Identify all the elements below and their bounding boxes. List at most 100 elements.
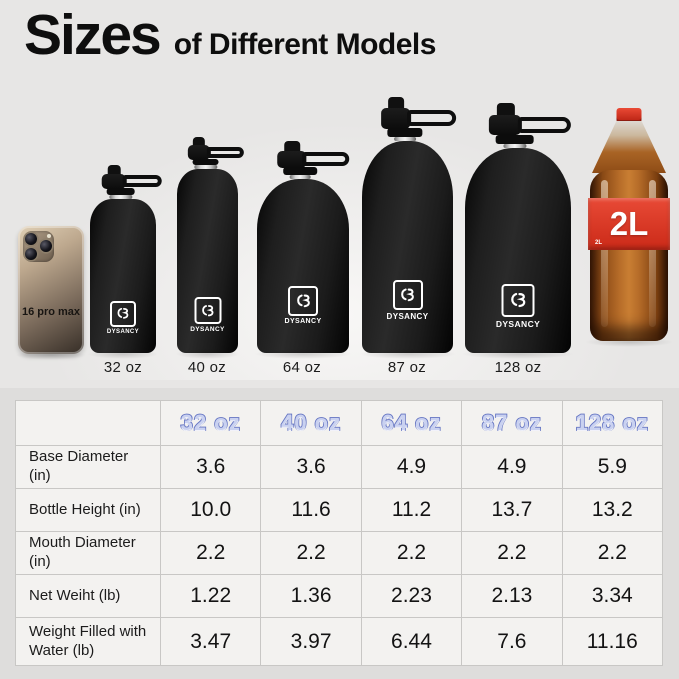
cola-shadow bbox=[584, 337, 674, 347]
camera-lens-icon bbox=[25, 233, 37, 245]
column-header-64oz: 64 oz bbox=[361, 401, 462, 445]
cap-spout bbox=[277, 150, 306, 169]
size-caption-87oz: 87 oz bbox=[387, 359, 427, 376]
brand-logo: DYSANCY bbox=[278, 286, 328, 325]
page-title: Sizes of Different Models bbox=[24, 2, 436, 68]
brand-name: DYSANCY bbox=[386, 312, 429, 321]
table-value: 3.6 bbox=[161, 446, 261, 488]
table-value: 2.2 bbox=[462, 532, 562, 574]
brand-logo: DYSANCY bbox=[383, 280, 433, 321]
cola-body bbox=[590, 170, 668, 341]
bottle-body: DYSANCY bbox=[257, 179, 349, 353]
bottle-body: DYSANCY bbox=[362, 141, 453, 353]
table-value: 10.0 bbox=[161, 489, 261, 531]
phone-shadow bbox=[15, 350, 87, 360]
steel-ring bbox=[109, 195, 133, 199]
bottle-body: DYSANCY bbox=[90, 199, 156, 353]
table-value: 13.2 bbox=[562, 489, 662, 531]
brand-logo-icon bbox=[288, 286, 318, 316]
cap-collar bbox=[192, 158, 219, 165]
table-corner-cell bbox=[16, 401, 160, 445]
title-main-word: Sizes bbox=[24, 3, 162, 67]
table-value: 11.6 bbox=[261, 489, 361, 531]
cap-knob bbox=[193, 137, 206, 148]
row-label-net-weight: Net Weiht (lb) bbox=[16, 575, 160, 617]
steel-ring bbox=[393, 137, 416, 141]
cap-spout bbox=[101, 173, 126, 190]
cap-spout bbox=[488, 114, 522, 136]
steel-ring bbox=[289, 175, 311, 179]
column-header-32oz: 32 oz bbox=[161, 401, 261, 445]
bottle-87oz: DYSANCY bbox=[358, 97, 457, 359]
table-value: 2.2 bbox=[261, 532, 361, 574]
brand-name: DYSANCY bbox=[284, 318, 322, 325]
brand-name: DYSANCY bbox=[190, 326, 225, 333]
phone-model-label: 16 pro max bbox=[21, 306, 81, 318]
table-value: 5.9 bbox=[562, 446, 662, 488]
cola-cap bbox=[616, 108, 642, 123]
table-value: 2.2 bbox=[562, 532, 662, 574]
row-label-filled-weight: Weight Filled with Water (lb) bbox=[16, 618, 160, 665]
bottle-32oz: DYSANCY bbox=[87, 165, 162, 359]
table-value: 6.44 bbox=[361, 618, 462, 665]
table-value: 1.36 bbox=[261, 575, 361, 617]
title-subtitle: of Different Models bbox=[173, 28, 437, 61]
size-caption-40oz: 40 oz bbox=[187, 359, 227, 376]
cap-collar bbox=[106, 188, 135, 195]
bottle-body: DYSANCY bbox=[177, 169, 238, 353]
column-header-128oz: 128 oz bbox=[562, 401, 662, 445]
cola-highlight bbox=[600, 180, 608, 328]
table-value: 2.13 bbox=[462, 575, 562, 617]
phone: 16 pro max bbox=[15, 226, 87, 360]
bottle-cap bbox=[101, 165, 162, 199]
bottle-shadow bbox=[87, 349, 159, 359]
bottle-shadow bbox=[253, 349, 353, 359]
cola-label: 2L 2L bbox=[588, 198, 670, 250]
table-value: 4.9 bbox=[462, 446, 562, 488]
table-value: 11.2 bbox=[361, 489, 462, 531]
bottle-64oz: DYSANCY bbox=[253, 141, 353, 359]
brand-name: DYSANCY bbox=[106, 329, 140, 335]
table-value: 7.6 bbox=[462, 618, 562, 665]
brand-logo: DYSANCY bbox=[100, 301, 146, 335]
size-caption-32oz: 32 oz bbox=[103, 359, 143, 376]
camera-flash-icon bbox=[47, 234, 51, 238]
cap-handle bbox=[302, 152, 350, 167]
bottle-128oz: DYSANCY bbox=[460, 103, 576, 359]
cap-knob bbox=[107, 165, 121, 176]
cola-volume-small-text: 2L bbox=[595, 240, 603, 246]
row-label-mouth-diameter: Mouth Diameter (in) bbox=[16, 532, 160, 574]
camera-lens-icon bbox=[40, 240, 52, 252]
brand-logo-icon bbox=[392, 280, 423, 310]
table-value: 3.97 bbox=[261, 618, 361, 665]
table-value: 4.9 bbox=[361, 446, 462, 488]
bottle-cap bbox=[277, 141, 350, 179]
bottle-cap bbox=[488, 103, 571, 148]
brand-logo: DYSANCY bbox=[184, 297, 231, 333]
cap-collar bbox=[386, 128, 423, 137]
cap-collar bbox=[495, 135, 535, 144]
table-value: 2.23 bbox=[361, 575, 462, 617]
bottle-40oz: DYSANCY bbox=[174, 137, 244, 359]
bottle-shadow bbox=[358, 349, 457, 359]
table-value: 3.47 bbox=[161, 618, 261, 665]
cola-highlight bbox=[648, 180, 656, 328]
size-caption-64oz: 64 oz bbox=[282, 359, 322, 376]
cap-handle bbox=[407, 110, 456, 127]
brand-logo: DYSANCY bbox=[492, 284, 545, 329]
bottle-cap bbox=[187, 137, 244, 169]
cola-volume-text: 2L bbox=[609, 205, 649, 242]
cap-collar bbox=[283, 167, 318, 175]
steel-ring bbox=[503, 144, 527, 148]
row-label-base-diameter: Base Diameter (in) bbox=[16, 446, 160, 488]
table-value: 1.22 bbox=[161, 575, 261, 617]
column-header-87oz: 87 oz bbox=[462, 401, 562, 445]
table-value: 3.6 bbox=[261, 446, 361, 488]
camera-lens-icon bbox=[25, 248, 37, 260]
spec-table: 32 oz 40 oz 64 oz 87 oz 128 oz Base Diam… bbox=[15, 400, 663, 666]
table-value: 13.7 bbox=[462, 489, 562, 531]
table-value: 2.2 bbox=[161, 532, 261, 574]
brand-logo-icon bbox=[110, 301, 136, 327]
size-caption-128oz: 128 oz bbox=[494, 359, 542, 376]
